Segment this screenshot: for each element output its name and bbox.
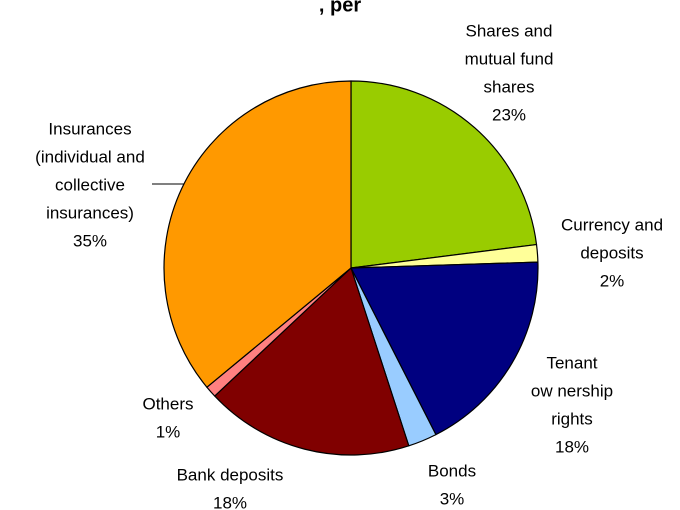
pie-slice-2 [350, 261, 539, 436]
pie-labels: Shares and mutual fund shares 23% Currency a… [35, 21, 663, 510]
slice-percent-label-4: 18% [213, 493, 247, 510]
slice-name-label-6: insurances) [46, 203, 134, 222]
slice-name-label-0: mutual fund [465, 49, 554, 68]
slice-percent-label-6: 35% [73, 231, 107, 250]
pie-slice-6 [163, 80, 352, 388]
pie-slice-0 [350, 80, 538, 269]
slice-name-label-2: Tenant [546, 353, 597, 372]
slice-percent-label-1: 2% [600, 271, 625, 290]
slice-name-label-0: Shares and [466, 21, 553, 40]
slice-percent-label-0: 23% [492, 105, 526, 124]
pie-slices [163, 80, 539, 456]
chart-title: , per [319, 0, 361, 17]
slice-percent-label-3: 3% [440, 489, 465, 508]
slice-name-label-6: (individual and [35, 147, 145, 166]
slice-name-label-0: shares [483, 77, 534, 96]
slice-name-label-5: Others [142, 394, 193, 413]
slice-name-label-2: rights [551, 409, 593, 428]
slice-name-label-3: Bonds [428, 461, 476, 480]
slice-name-label-2: ow nership [531, 381, 613, 400]
slice-name-label-4: Bank deposits [177, 465, 284, 484]
slice-name-label-1: deposits [580, 243, 643, 262]
slice-percent-label-5: 1% [156, 422, 181, 441]
slice-name-label-6: collective [55, 175, 125, 194]
slice-percent-label-2: 18% [555, 437, 589, 456]
pie-slice-4 [214, 267, 410, 456]
slice-name-label-6: Insurances [48, 119, 131, 138]
slice-name-label-1: Currency and [561, 215, 663, 234]
